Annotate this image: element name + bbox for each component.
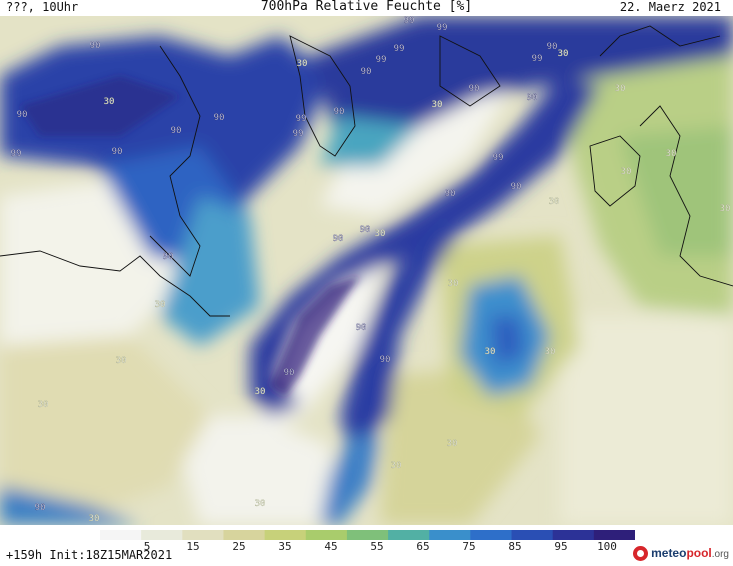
contour-label: 30 — [297, 59, 308, 69]
contour-label: 99 — [493, 153, 504, 163]
contour-label: 90 — [90, 41, 101, 51]
meteopool-logo[interactable]: meteopool.org — [633, 543, 729, 563]
contour-label: 90 — [527, 93, 538, 103]
contour-label: 30 — [89, 514, 100, 524]
legend-swatch — [223, 530, 266, 540]
contour-label: 90 — [333, 234, 344, 244]
contour-label: 90 — [361, 67, 372, 77]
contour-label: 99 — [532, 54, 543, 64]
contour-label: 90 — [112, 147, 123, 157]
contour-label: 99 — [404, 16, 415, 26]
contour-label: 90 — [17, 110, 28, 120]
logo-icon — [633, 545, 649, 561]
contour-label: 30 — [104, 97, 115, 107]
humidity-core — [20, 76, 360, 396]
contour-label: 30 — [447, 439, 458, 449]
contour-label: 90 — [380, 355, 391, 365]
contour-label: 30 — [375, 229, 386, 239]
contour-label: 30 — [621, 167, 632, 177]
contour-label: 30 — [485, 347, 496, 357]
legend-tick-label: 45 — [324, 540, 338, 553]
map-header: ???, 10Uhr 700hPa Relative Feuchte [%] 2… — [0, 0, 733, 16]
legend-tick-label: 15 — [186, 540, 200, 553]
color-legend-bar — [100, 530, 635, 540]
legend-tick-label: 65 — [416, 540, 430, 553]
contour-label: 90 — [171, 126, 182, 136]
contour-label: 99 — [11, 149, 22, 159]
valid-time-label: ???, 10Uhr — [6, 0, 79, 14]
contour-label: 30 — [545, 347, 556, 357]
contour-label: 99 — [296, 114, 307, 124]
legend-tick-label: 100 — [597, 540, 617, 553]
contour-label: 30 — [448, 279, 459, 289]
legend-tick-label: 5 — [143, 540, 151, 553]
legend-swatch — [593, 530, 635, 540]
model-run-info: +159h Init:18Z15MAR2021 — [6, 548, 173, 562]
legend-swatch — [305, 530, 348, 540]
contour-label: 30 — [432, 100, 443, 110]
contour-label: 90 — [469, 84, 480, 94]
legend-tick-label: 75 — [462, 540, 476, 553]
contour-label: 90 — [163, 252, 174, 262]
contour-label: 90 — [511, 182, 522, 192]
contour-label: 30 — [155, 300, 166, 310]
contour-label: 99 — [394, 44, 405, 54]
contour-label: 30 — [38, 400, 49, 410]
contour-label: 99 — [293, 129, 304, 139]
contour-label: 90 — [334, 107, 345, 117]
contour-label: 30 — [666, 149, 677, 159]
legend-tick-label: 35 — [278, 540, 292, 553]
legend-swatch — [182, 530, 224, 540]
map-title: 700hPa Relative Feuchte [%] — [260, 0, 473, 14]
contour-label: 99 — [376, 55, 387, 65]
legend-tick-label: 95 — [554, 540, 568, 553]
legend-swatch — [264, 530, 307, 540]
legend-swatch — [141, 530, 183, 540]
legend-swatch — [388, 530, 430, 540]
contour-label: 30 — [391, 461, 402, 471]
contour-label: 99 — [437, 23, 448, 33]
legend-swatch — [346, 530, 389, 540]
contour-label: 90 — [360, 225, 371, 235]
contour-label: 90 — [356, 323, 367, 333]
coastlines — [0, 25, 733, 317]
contour-label: 30 — [255, 499, 266, 509]
contour-label: 90 — [445, 189, 456, 199]
legend-swatch — [511, 530, 554, 540]
contour-labels: 90 90 90 90 90 90 90 90 90 90 90 90 90 90 90 90 90 90 90 99… — [10, 16, 731, 524]
legend-swatch — [552, 530, 595, 540]
humidity-map: 90 90 90 90 90 90 90 90 90 90 90 90 90 90 90 90 90 90 90 99… — [0, 16, 733, 525]
contour-label: 90 — [214, 113, 225, 123]
contour-label: 30 — [720, 204, 731, 214]
contour-label: 90 — [547, 42, 558, 52]
logo-text: meteopool.org — [651, 546, 729, 560]
legend-tick-label: 55 — [370, 540, 384, 553]
contour-label: 30 — [255, 387, 266, 397]
contour-label: 30 — [116, 356, 127, 366]
legend-swatch — [429, 530, 471, 540]
contour-label: 30 — [615, 84, 626, 94]
legend-swatch — [470, 530, 513, 540]
legend-tick-label: 85 — [508, 540, 522, 553]
contour-label: 30 — [549, 197, 560, 207]
contour-label: 30 — [558, 49, 569, 59]
legend-swatch — [100, 530, 142, 540]
contour-label: 90 — [284, 368, 295, 378]
valid-date-label: 22. Maerz 2021 — [619, 0, 721, 14]
legend-tick-label: 25 — [232, 540, 246, 553]
contour-label: 90 — [35, 503, 46, 513]
humidity-field — [0, 16, 733, 525]
